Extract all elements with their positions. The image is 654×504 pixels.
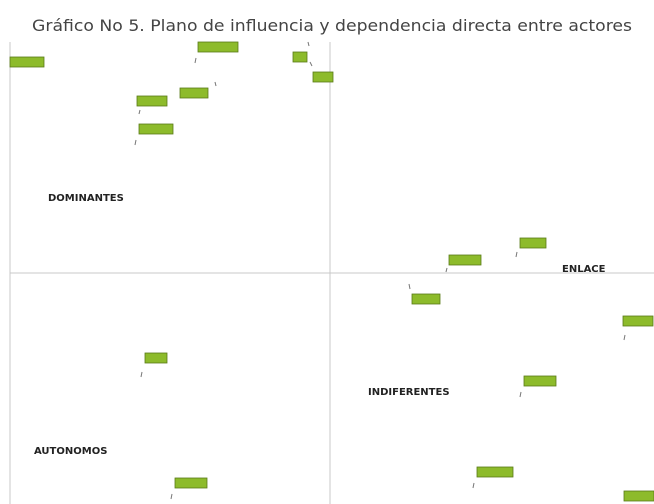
actor-point: [515, 237, 547, 258]
actor-point: [179, 81, 217, 99]
actor-point: [9, 56, 45, 68]
actor-point: [622, 315, 654, 341]
actor-point: [140, 352, 168, 378]
actor-point: [408, 283, 441, 305]
quadrant-label: INDIFERENTES: [368, 387, 450, 398]
actor-point: [292, 51, 313, 67]
actor-point: [170, 477, 208, 500]
actor-point: [472, 466, 514, 489]
actor-point: [519, 375, 557, 398]
actor-point: [134, 123, 174, 146]
quadrant-label: ENLACE: [562, 264, 606, 275]
actor-point: [194, 41, 239, 64]
actor-point: [623, 490, 654, 502]
chart-title: Gráfico No 5. Plano de influencia y depe…: [32, 16, 632, 35]
quadrant-label: DOMINANTES: [48, 193, 124, 204]
points: [9, 41, 654, 502]
actor-point: [445, 254, 482, 273]
actor-point: [136, 95, 168, 115]
actor-point: [307, 41, 334, 83]
quadrant-label: AUTONOMOS: [34, 446, 107, 457]
